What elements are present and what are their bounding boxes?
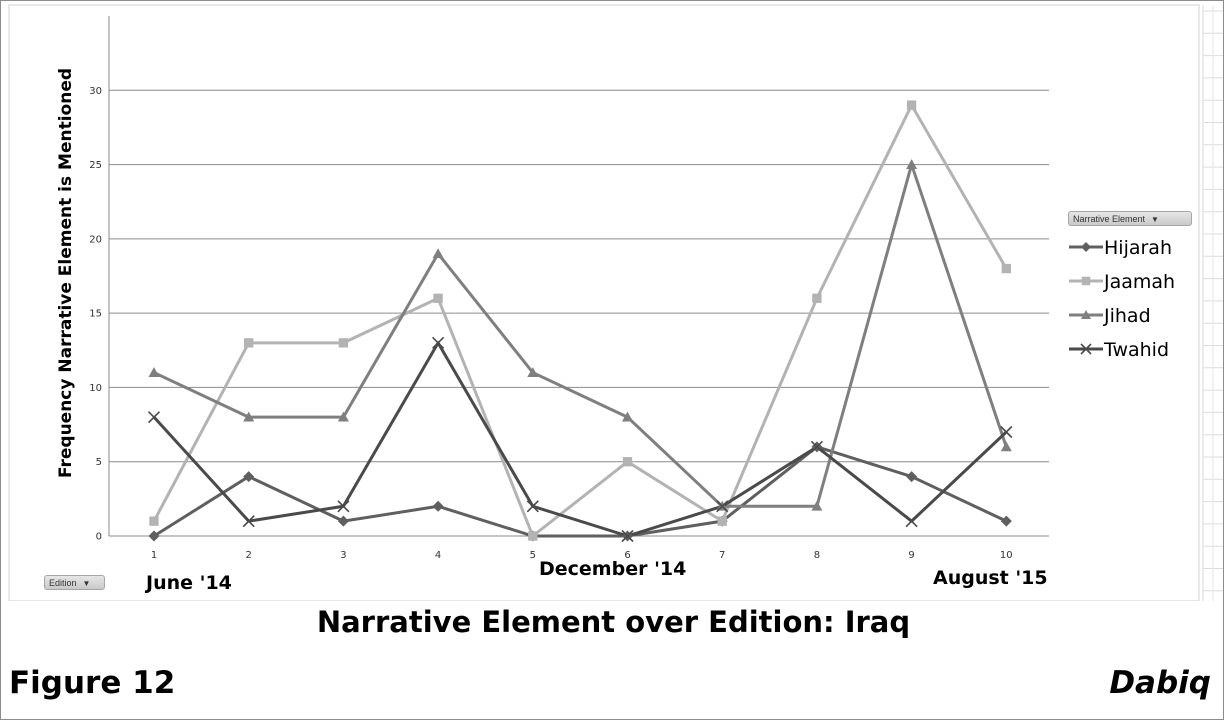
- data-point: [528, 531, 538, 541]
- source-label: Dabiq: [1109, 665, 1211, 701]
- annotation-middle: December '14: [539, 558, 687, 580]
- data-point: [432, 248, 444, 259]
- series-line-twahid: [152, 341, 1008, 538]
- data-point: [905, 515, 918, 528]
- data-point: [337, 411, 349, 422]
- annotation-end: August '15: [933, 567, 1048, 589]
- x-tick-label: 3: [340, 550, 346, 561]
- axis-filter-button[interactable]: Edition ▼: [44, 575, 105, 590]
- data-point: [1001, 263, 1011, 274]
- data-point: [1081, 310, 1091, 319]
- series-lines: [152, 103, 1008, 538]
- data-point: [810, 440, 823, 453]
- data-point: [1000, 441, 1012, 452]
- data-point: [433, 293, 443, 303]
- legend-filter-button[interactable]: Narrative Element ▼: [1068, 211, 1192, 226]
- chart-area-border: [8, 4, 1200, 601]
- data-point: [812, 293, 822, 303]
- x-axis: 1 2 3 4 5 6 7 8 9 10: [151, 550, 1013, 561]
- figure-label: Figure 12: [9, 665, 176, 701]
- x-tick-label: 7: [719, 550, 725, 561]
- data-point: [148, 530, 160, 542]
- data-point: [1080, 343, 1092, 355]
- data-point-stroke: [242, 515, 255, 528]
- y-axis: 0 5 10 15 20 25 30: [89, 86, 102, 543]
- data-point-stroke: [621, 529, 634, 543]
- data-point-stroke: [432, 336, 445, 349]
- chevron-down-icon: ▼: [1151, 215, 1159, 224]
- data-point-stroke: [905, 515, 918, 528]
- data-point: [811, 500, 823, 511]
- data-point-stroke: [147, 411, 161, 424]
- y-tick-label: 5: [96, 457, 102, 468]
- x-tick-label: 4: [435, 550, 441, 561]
- legend-label: Jaamah: [1103, 271, 1175, 293]
- data-point: [242, 515, 255, 528]
- series-markers: [147, 100, 1013, 543]
- data-point: [526, 500, 539, 513]
- series-line-jihad: [153, 163, 1008, 508]
- annotation-start: June '14: [146, 572, 232, 594]
- y-axis-label: Frequency Narrative Element is Mentioned: [56, 68, 76, 478]
- x-tick-label: 10: [1000, 550, 1013, 561]
- data-point-stroke: [716, 500, 729, 513]
- data-point: [337, 515, 349, 527]
- data-point: [621, 529, 634, 543]
- data-point-stroke: [810, 440, 823, 453]
- x-tick-label: 6: [624, 550, 630, 561]
- legend-filter-label: Narrative Element: [1073, 214, 1146, 224]
- chevron-down-icon: ▼: [82, 579, 91, 588]
- data-point: [338, 338, 349, 348]
- spreadsheet-gridlines: [1202, 5, 1223, 601]
- data-point: [622, 457, 633, 467]
- data-point-stroke: [1000, 425, 1013, 439]
- data-point-stroke: [337, 500, 350, 513]
- data-point: [244, 338, 254, 348]
- legend-label: Jihad: [1103, 305, 1151, 327]
- axis-filter-label: Edition: [49, 578, 77, 588]
- data-point: [717, 516, 727, 526]
- legend-label: Hijarah: [1104, 237, 1172, 259]
- data-point: [1000, 425, 1013, 439]
- legend: Hijarah Jaamah Jihad Twahid: [1069, 237, 1175, 361]
- y-tick-label: 15: [89, 309, 102, 320]
- series-line-hijarah: [153, 445, 1007, 538]
- series-line-jaamah: [152, 103, 1008, 538]
- data-point: [147, 411, 161, 424]
- x-tick-label: 9: [908, 550, 914, 561]
- data-point: [906, 159, 918, 169]
- data-point: [906, 471, 918, 483]
- data-point: [527, 367, 539, 377]
- data-point: [1000, 515, 1012, 527]
- data-point: [1081, 276, 1091, 286]
- data-point-stroke: [526, 500, 539, 513]
- data-point: [716, 500, 729, 513]
- data-point: [148, 367, 160, 377]
- y-tick-label: 0: [96, 532, 102, 543]
- x-tick-label: 8: [814, 550, 820, 561]
- line-chart: 0 5 10 15 20 25 30 1 2 3 4 5 6 7 8 9 10 Hijarah Jaamah Ji…: [8, 4, 1223, 601]
- chart-caption: Narrative Element over Edition: Iraq: [316, 605, 911, 639]
- x-tick-label: 2: [246, 550, 252, 561]
- data-point: [906, 100, 917, 110]
- data-point: [243, 411, 255, 422]
- y-tick-label: 25: [89, 160, 102, 171]
- data-point: [149, 516, 159, 526]
- x-tick-label: 5: [530, 550, 536, 561]
- data-point: [622, 411, 633, 422]
- x-tick-label: 1: [151, 550, 157, 561]
- data-point: [337, 500, 350, 513]
- data-point: [432, 336, 445, 349]
- data-point-stroke: [1080, 343, 1092, 355]
- data-point: [432, 500, 444, 512]
- y-tick-label: 10: [89, 383, 102, 394]
- y-tick-label: 30: [89, 86, 102, 97]
- data-point: [243, 471, 255, 483]
- data-point: [1081, 242, 1091, 252]
- legend-label: Twahid: [1103, 339, 1169, 361]
- y-tick-label: 20: [89, 234, 102, 245]
